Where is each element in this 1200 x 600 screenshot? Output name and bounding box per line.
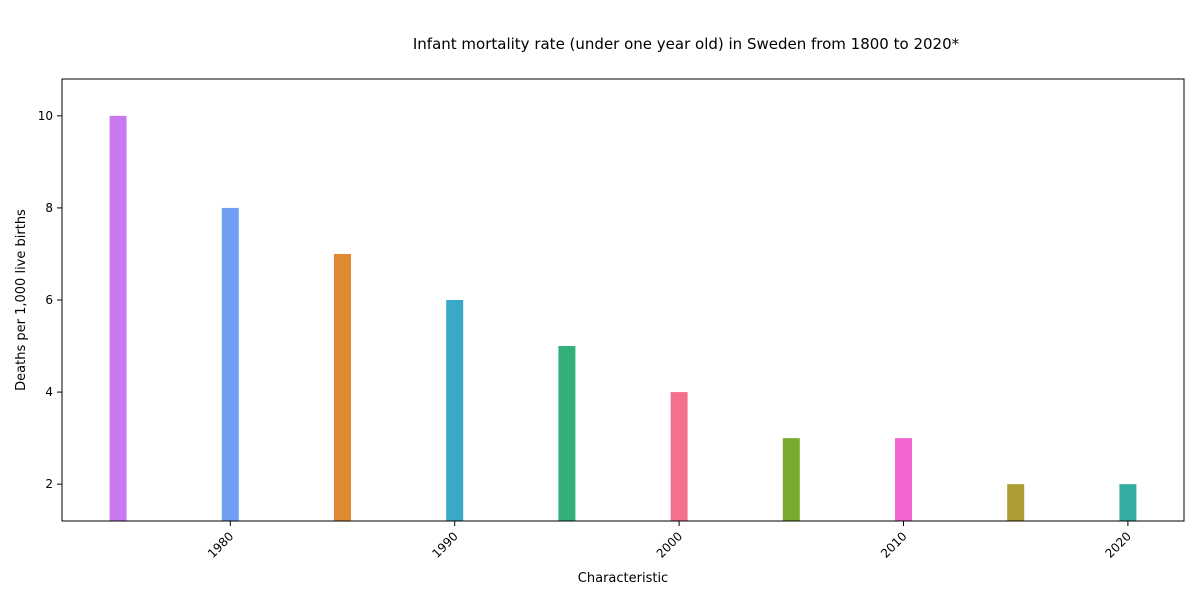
bar-2020: [1119, 484, 1137, 521]
y-axis: 2 4 6 8 10: [38, 109, 62, 491]
bar-1980: [221, 207, 239, 522]
y-axis-label: Deaths per 1,000 live births: [14, 209, 29, 391]
bar-1995: [558, 346, 576, 521]
y-tick-label-6: 6: [45, 293, 53, 307]
bar-1990: [446, 300, 464, 521]
x-tick-label-2000: 2000: [654, 529, 685, 560]
x-tick-label-2020: 2020: [1103, 529, 1134, 560]
bar-2000: [670, 392, 688, 521]
bar-1975: [109, 115, 127, 521]
x-axis: 1980 1990 2000 2010 2020: [205, 521, 1134, 561]
x-tick-label-1990: 1990: [429, 529, 460, 560]
bar-2010: [895, 438, 912, 522]
x-tick-label-2010: 2010: [878, 529, 909, 560]
bar-2005: [782, 438, 800, 522]
y-tick-label-4: 4: [45, 385, 53, 399]
y-tick-label-8: 8: [45, 201, 53, 215]
bars: [109, 115, 1137, 522]
x-axis-label: Characteristic: [578, 571, 668, 586]
x-tick-label-1980: 1980: [205, 529, 236, 560]
bar-1985: [334, 253, 351, 521]
y-tick-label-10: 10: [38, 109, 53, 123]
y-tick-label-2: 2: [45, 477, 53, 491]
bar-2015: [1007, 484, 1025, 521]
chart-title: Infant mortality rate (under one year ol…: [413, 35, 960, 53]
